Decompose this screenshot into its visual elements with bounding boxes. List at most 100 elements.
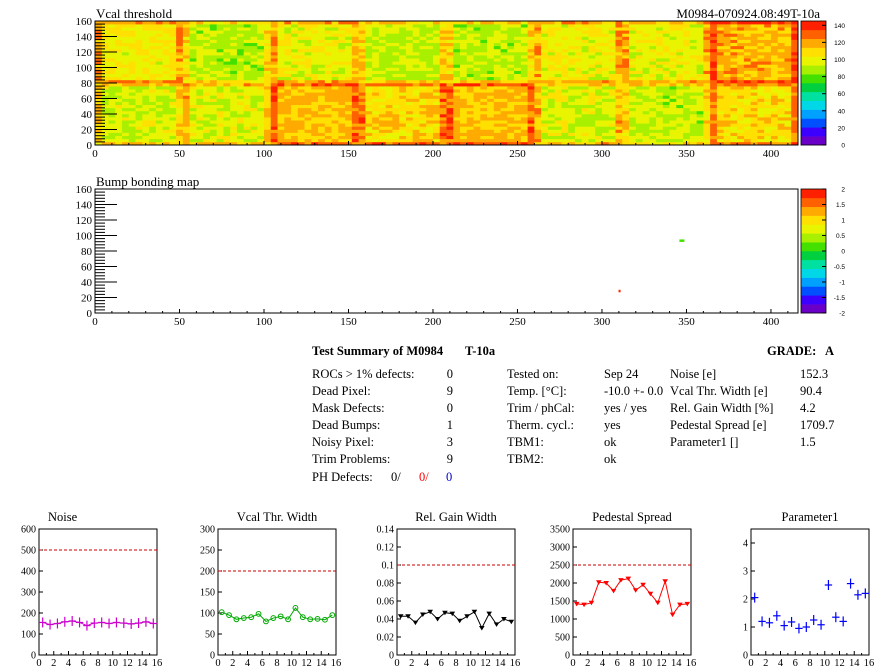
heatmap-cell bbox=[554, 73, 562, 78]
heatmap-cell bbox=[135, 120, 143, 124]
heatmap-cell bbox=[331, 86, 339, 90]
heatmap-cell bbox=[351, 120, 359, 124]
heatmap-cell bbox=[338, 33, 346, 37]
heatmap-cell bbox=[311, 138, 319, 143]
heatmap-cell bbox=[182, 55, 190, 59]
heatmap-cell bbox=[432, 117, 441, 121]
heatmap-cell bbox=[128, 21, 136, 25]
heatmap-cell bbox=[203, 89, 211, 93]
heatmap-cell bbox=[108, 101, 116, 105]
heatmap-cell bbox=[669, 70, 677, 74]
heatmap-cell bbox=[541, 52, 549, 56]
heatmap-cell bbox=[345, 101, 353, 105]
heatmap-cell bbox=[378, 120, 386, 124]
heatmap-cell bbox=[108, 36, 116, 40]
heatmap-cell bbox=[689, 110, 697, 115]
heatmap-cell bbox=[629, 70, 637, 74]
heatmap-cell bbox=[622, 42, 630, 47]
heatmap-cell bbox=[203, 83, 211, 87]
heatmap-cell bbox=[223, 107, 231, 112]
heatmap-cell bbox=[230, 73, 238, 78]
heatmap-cell bbox=[669, 67, 677, 71]
heatmap-cell bbox=[514, 114, 522, 118]
y-tick-label: 0.02 bbox=[377, 633, 395, 644]
heatmap-cell bbox=[176, 33, 184, 37]
heatmap-cell bbox=[446, 42, 454, 47]
heatmap-cell bbox=[209, 33, 217, 37]
heatmap-cell bbox=[487, 30, 495, 34]
heatmap-cell bbox=[277, 61, 285, 65]
heatmap-cell bbox=[297, 36, 305, 40]
heatmap-cell bbox=[574, 83, 582, 87]
heatmap-cell bbox=[176, 123, 184, 127]
colorbar-tick-label: 1 bbox=[841, 218, 845, 225]
heatmap-cell bbox=[730, 42, 738, 47]
heatmap-cell bbox=[345, 132, 353, 136]
heatmap-cell bbox=[608, 89, 616, 93]
heatmap-cell bbox=[696, 83, 704, 87]
heatmap-cell bbox=[730, 55, 738, 59]
heatmap-cell bbox=[649, 89, 657, 93]
heatmap-cell bbox=[372, 70, 380, 74]
heatmap-cell bbox=[385, 95, 393, 99]
heatmap-cell bbox=[737, 33, 745, 37]
condition-value: ok bbox=[604, 452, 617, 466]
heatmap-cell bbox=[128, 104, 136, 109]
heatmap-cell bbox=[223, 52, 231, 56]
heatmap-cell bbox=[324, 70, 332, 74]
heatmap-cell bbox=[689, 27, 697, 31]
heatmap-cell bbox=[250, 135, 258, 140]
heatmap-cell bbox=[561, 36, 569, 40]
heatmap-cell bbox=[608, 123, 616, 127]
heatmap-cell bbox=[784, 27, 792, 31]
heatmap-cell bbox=[507, 123, 515, 127]
heatmap-cell bbox=[716, 117, 724, 121]
heatmap-cell bbox=[683, 73, 691, 78]
heatmap-cell bbox=[534, 24, 542, 28]
heatmap-cell bbox=[601, 110, 610, 115]
heatmap-cell bbox=[372, 21, 380, 25]
heatmap-cell bbox=[561, 30, 569, 34]
heatmap-cell bbox=[649, 73, 657, 78]
heatmap-cell bbox=[284, 83, 292, 87]
heatmap-cell bbox=[385, 42, 393, 47]
heatmap-cell bbox=[669, 92, 677, 96]
heatmap-cell bbox=[588, 76, 596, 81]
heatmap-cell bbox=[405, 39, 414, 43]
heatmap-cell bbox=[669, 98, 677, 102]
heatmap-cell bbox=[277, 123, 285, 127]
heatmap-cell bbox=[399, 138, 407, 143]
heatmap-cell bbox=[419, 58, 427, 62]
heatmap-cell bbox=[169, 73, 177, 78]
heatmap-cell bbox=[345, 95, 353, 99]
heatmap-cell bbox=[318, 141, 326, 146]
heatmap-cell bbox=[514, 132, 522, 136]
heatmap-cell bbox=[460, 70, 468, 74]
heatmap-cell bbox=[263, 21, 272, 25]
heatmap-cell bbox=[622, 58, 630, 62]
heatmap-cell bbox=[270, 36, 278, 40]
heatmap-cell bbox=[223, 117, 231, 121]
heatmap-cell bbox=[243, 86, 251, 90]
heatmap-cell bbox=[601, 27, 610, 31]
heatmap-cell bbox=[480, 67, 488, 71]
heatmap-cell bbox=[588, 101, 596, 105]
heatmap-cell bbox=[777, 107, 785, 112]
heatmap-cell bbox=[149, 48, 157, 53]
heatmap-cell bbox=[473, 58, 481, 62]
heatmap-cell bbox=[399, 120, 407, 124]
heatmap-cell bbox=[324, 107, 332, 112]
heatmap-cell bbox=[331, 107, 339, 112]
heatmap-cell bbox=[791, 110, 799, 115]
heatmap-cell bbox=[777, 33, 785, 37]
heatmap-cell bbox=[209, 67, 217, 71]
heatmap-cell bbox=[291, 110, 299, 115]
heatmap-cell bbox=[149, 21, 157, 25]
heatmap-cell bbox=[412, 76, 420, 81]
heatmap-cell bbox=[122, 138, 130, 143]
heatmap-cell bbox=[676, 33, 684, 37]
heatmap-cell bbox=[108, 45, 116, 50]
heatmap-cell bbox=[115, 39, 123, 43]
heatmap-cell bbox=[683, 132, 691, 136]
heatmap-cell bbox=[277, 129, 285, 133]
